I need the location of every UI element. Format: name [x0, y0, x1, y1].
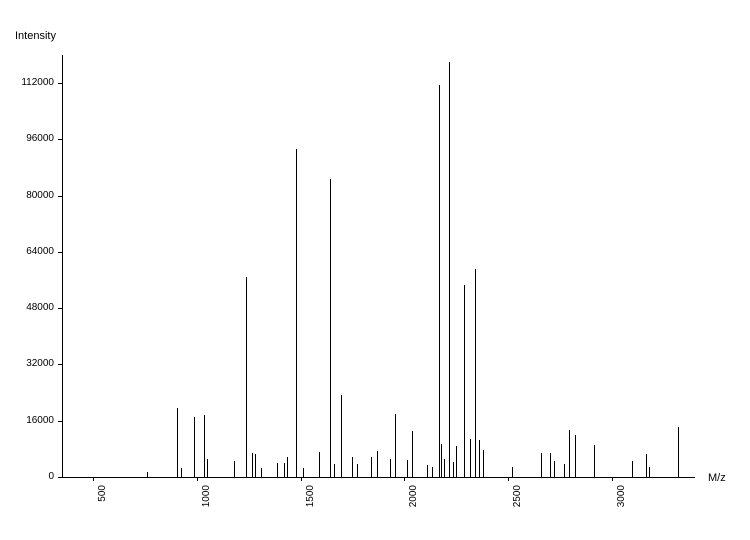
spectrum-peak: [550, 453, 551, 477]
spectrum-peak: [352, 457, 353, 477]
y-tick-label: 64000: [0, 246, 54, 257]
spectrum-peak: [207, 459, 208, 477]
spectrum-peak: [330, 179, 331, 477]
spectrum-peak: [284, 463, 285, 477]
spectrum-peak: [569, 430, 570, 477]
spectrum-peak: [439, 85, 440, 477]
spectrum-peak: [554, 461, 555, 477]
spectrum-peak: [287, 457, 288, 477]
spectrum-peak: [194, 417, 195, 477]
x-tick: [404, 477, 405, 481]
y-tick-label: 80000: [0, 190, 54, 201]
spectrum-peak: [464, 285, 465, 477]
x-tick-label: 1000: [201, 485, 212, 525]
spectrum-peak: [407, 460, 408, 477]
y-tick: [58, 196, 62, 197]
spectrum-peak: [427, 465, 428, 477]
spectrum-peak: [234, 461, 235, 477]
y-tick-label: 16000: [0, 415, 54, 426]
spectrum-peak: [444, 459, 445, 477]
spectrum-peak: [456, 446, 457, 477]
y-axis-title: Intensity: [15, 30, 56, 42]
spectrum-peak: [441, 444, 442, 477]
spectrum-peak: [564, 464, 565, 477]
spectrum-peak: [371, 457, 372, 477]
spectrum-peak: [432, 467, 433, 477]
y-tick-label: 48000: [0, 302, 54, 313]
y-tick: [58, 83, 62, 84]
spectrum-peak: [483, 450, 484, 477]
y-tick-label: 32000: [0, 358, 54, 369]
x-tick: [301, 477, 302, 481]
x-tick-label: 1500: [305, 485, 316, 525]
spectrum-peak: [594, 445, 595, 477]
y-axis-line: [62, 55, 63, 477]
y-tick: [58, 477, 62, 478]
spectrum-peak: [449, 62, 450, 477]
spectrum-peak: [541, 453, 542, 477]
x-tick-label: 500: [97, 485, 108, 525]
x-tick-label: 2000: [408, 485, 419, 525]
x-tick: [508, 477, 509, 481]
y-tick-label: 0: [0, 471, 54, 482]
x-tick-label: 2500: [512, 485, 523, 525]
spectrum-peak: [453, 462, 454, 477]
spectrum-peak: [277, 463, 278, 477]
x-axis-line: [62, 477, 695, 478]
spectrum-peak: [390, 459, 391, 477]
spectrum-peak: [303, 468, 304, 477]
spectrum-peak: [649, 467, 650, 477]
spectrum-peak: [678, 427, 679, 477]
spectrum-peak: [377, 451, 378, 477]
y-tick: [58, 364, 62, 365]
spectrum-peak: [296, 149, 297, 477]
spectrum-peak: [646, 454, 647, 477]
x-tick: [93, 477, 94, 481]
spectrum-peak: [575, 435, 576, 477]
x-tick-label: 3000: [616, 485, 627, 525]
x-axis-title: M/z: [708, 472, 726, 484]
spectrum-peak: [177, 408, 178, 477]
mass-spectrum-chart: Intensity M/z 0 16000 32000 48000 64000 80000…: [0, 0, 750, 540]
spectrum-peak: [395, 414, 396, 477]
x-tick: [197, 477, 198, 481]
spectrum-peak: [632, 461, 633, 477]
spectrum-peak: [246, 277, 247, 477]
spectrum-peak: [261, 468, 262, 477]
spectrum-peak: [412, 431, 413, 477]
spectrum-peak: [357, 464, 358, 477]
y-tick: [58, 421, 62, 422]
spectrum-peak: [334, 464, 335, 477]
y-tick: [58, 139, 62, 140]
spectrum-peak: [319, 452, 320, 477]
spectrum-peak: [252, 453, 253, 477]
spectrum-peak: [255, 454, 256, 477]
y-tick-label: 112000: [0, 77, 54, 88]
spectrum-peak: [475, 269, 476, 477]
spectrum-peak: [341, 395, 342, 477]
spectrum-peak: [470, 439, 471, 477]
spectrum-peak: [512, 467, 513, 477]
spectrum-peak: [204, 415, 205, 477]
y-tick: [58, 252, 62, 253]
x-tick: [612, 477, 613, 481]
y-tick-label: 96000: [0, 133, 54, 144]
y-tick: [58, 308, 62, 309]
spectrum-peak: [479, 440, 480, 477]
spectrum-peak: [181, 468, 182, 477]
spectrum-peak: [147, 472, 148, 477]
